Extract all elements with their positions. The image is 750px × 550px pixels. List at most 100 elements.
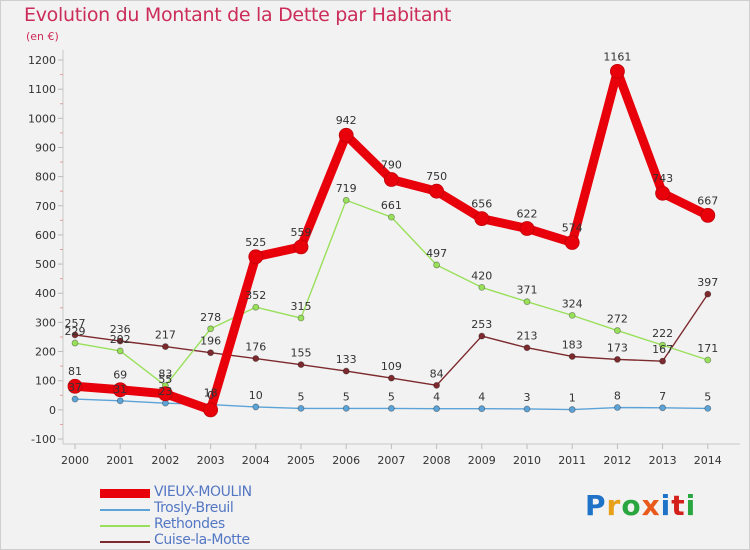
legend-swatch [100, 541, 150, 543]
data-label: 1 [569, 392, 576, 405]
data-point [161, 343, 169, 350]
data-point [429, 183, 445, 199]
data-point [252, 355, 260, 362]
data-label: 133 [336, 353, 357, 366]
data-label: 183 [562, 338, 583, 351]
data-label: 352 [245, 289, 266, 302]
data-point [523, 298, 531, 306]
legend-label: Rethondes [154, 516, 225, 532]
data-point [659, 341, 666, 349]
y-tick-label: 300 [35, 316, 56, 329]
data-label: 229 [65, 325, 86, 338]
data-label: 371 [517, 284, 538, 297]
x-tick-label: 2002 [151, 454, 179, 467]
y-tick-label: 900 [35, 141, 56, 154]
data-point [568, 353, 576, 360]
data-point [610, 63, 625, 79]
data-label: 622 [517, 208, 538, 221]
logo-letter: t [671, 489, 686, 522]
data-label: 202 [110, 333, 131, 346]
data-label: 83 [158, 368, 172, 381]
data-point [207, 349, 215, 357]
data-label: 18 [204, 387, 218, 400]
data-point [704, 290, 712, 298]
x-tick-label: 2007 [377, 454, 405, 467]
data-point [568, 311, 576, 319]
data-label: 7 [659, 390, 666, 403]
data-label: 253 [471, 318, 492, 331]
data-label: 257 [65, 317, 86, 330]
data-point [71, 331, 79, 339]
data-point [614, 356, 621, 363]
x-tick-label: 2003 [197, 454, 225, 467]
y-tick-label: 1000 [28, 112, 56, 125]
data-label: 667 [697, 194, 718, 207]
data-label: 525 [245, 236, 266, 249]
data-point [659, 404, 666, 412]
data-point [659, 357, 666, 365]
data-label: 661 [381, 199, 402, 212]
logo-letter: r [606, 489, 622, 522]
data-point [297, 404, 305, 412]
data-point [387, 213, 395, 221]
y-tick-label: 700 [35, 200, 56, 213]
data-label: 324 [562, 297, 583, 310]
data-label: 574 [562, 222, 583, 235]
proxiti-logo: Proxiti [585, 489, 696, 522]
data-point [387, 404, 395, 412]
data-point [478, 405, 486, 413]
data-point [474, 211, 490, 226]
y-tick-label: 600 [35, 229, 56, 242]
data-label: 37 [68, 381, 82, 394]
data-label: 790 [381, 159, 402, 172]
data-label: 173 [607, 341, 628, 354]
y-tick-label: 100 [35, 375, 56, 388]
logo-letter: x [641, 489, 661, 522]
data-point [478, 283, 486, 291]
data-point [297, 361, 305, 369]
y-tick-label: 1100 [28, 83, 56, 96]
y-tick-label: 800 [35, 171, 56, 184]
x-tick-label: 2009 [468, 454, 496, 467]
x-tick-label: 2012 [603, 454, 631, 467]
x-tick-label: 2000 [61, 454, 89, 467]
data-point [67, 378, 83, 394]
data-point [293, 239, 309, 255]
data-point [297, 314, 305, 322]
x-tick-label: 2005 [287, 454, 315, 467]
x-tick-label: 2010 [513, 454, 541, 467]
data-point [433, 381, 441, 389]
data-label: 559 [291, 226, 312, 239]
y-tick-label: -100 [31, 433, 56, 446]
data-label: 5 [388, 390, 395, 403]
data-label: 0 [207, 389, 214, 402]
data-label: 217 [155, 329, 176, 342]
data-point [252, 303, 260, 311]
data-point [116, 337, 124, 345]
data-label: 176 [245, 341, 266, 354]
data-point [207, 325, 215, 333]
data-label: 8 [614, 390, 621, 403]
data-point [116, 347, 124, 355]
data-point [157, 386, 173, 402]
data-point [614, 327, 621, 334]
data-label: 84 [430, 367, 444, 380]
data-label: 1161 [603, 50, 631, 63]
data-point [342, 367, 350, 375]
data-label: 81 [68, 365, 82, 378]
legend-swatch [100, 525, 150, 527]
data-point [71, 339, 79, 347]
data-point [342, 404, 350, 412]
data-label: 171 [697, 342, 718, 355]
legend-label: Trosly-Breuil [154, 500, 234, 516]
x-tick-label: 2011 [558, 454, 586, 467]
logo-letter: i [685, 489, 697, 522]
data-label: 5 [704, 390, 711, 403]
data-label: 109 [381, 360, 402, 373]
legend-label: Cuise-la-Motte [154, 532, 250, 548]
data-point [112, 382, 128, 398]
x-tick-label: 2004 [242, 454, 270, 467]
data-point [338, 127, 354, 143]
x-tick-label: 2013 [649, 454, 677, 467]
data-point [248, 249, 264, 265]
